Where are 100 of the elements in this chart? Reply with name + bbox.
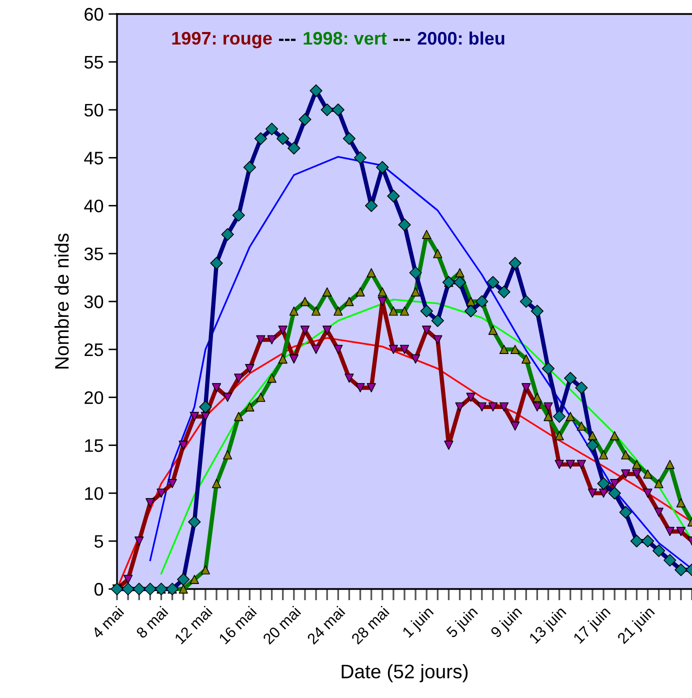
point — [610, 431, 620, 440]
point — [654, 478, 664, 488]
y-tick-label: 55 — [84, 56, 104, 69]
point — [477, 402, 486, 412]
point — [146, 498, 155, 508]
point — [455, 402, 464, 412]
point — [212, 383, 222, 392]
point — [643, 488, 652, 498]
text: 1997: rouge — [172, 32, 272, 48]
x-tick-label: 4 mai — [90, 606, 124, 640]
point — [289, 306, 299, 316]
point — [388, 344, 398, 354]
y-tick-label: 30 — [84, 295, 104, 308]
point — [300, 326, 310, 335]
point — [123, 574, 133, 584]
point — [544, 402, 553, 412]
point — [245, 402, 254, 412]
point — [532, 402, 542, 412]
y-tick-label: 20 — [84, 391, 104, 404]
point — [522, 354, 531, 364]
x-axis-title: Date (52 jours) — [342, 664, 468, 682]
y-tick-label: 10 — [85, 487, 104, 500]
point — [289, 354, 299, 364]
point — [488, 402, 498, 412]
x-tick-label: 16 mai — [218, 606, 257, 645]
point — [212, 478, 222, 488]
point — [256, 335, 266, 344]
point — [455, 268, 464, 278]
point — [356, 383, 365, 392]
point — [466, 392, 476, 402]
x-tick-label: 5 juin — [445, 606, 480, 640]
point — [422, 326, 432, 335]
point — [610, 478, 620, 488]
point — [499, 344, 509, 354]
point — [334, 344, 343, 354]
point — [433, 248, 442, 258]
point — [344, 374, 354, 383]
point — [544, 412, 553, 422]
point — [654, 508, 664, 517]
point — [643, 469, 652, 479]
point — [222, 450, 232, 460]
point — [554, 460, 564, 470]
point — [676, 526, 686, 536]
point — [378, 287, 387, 297]
x-tick-label: 8 mai — [135, 606, 168, 639]
point — [178, 584, 188, 594]
point — [598, 450, 608, 460]
point — [378, 296, 387, 306]
point — [267, 374, 276, 383]
point — [234, 374, 244, 383]
x-tick-label: 12 mai — [174, 606, 213, 645]
point — [334, 306, 343, 316]
point — [366, 383, 376, 392]
x-tick-label: 17 juin — [572, 606, 613, 646]
point — [422, 230, 432, 240]
x-tick-label: 9 juin — [490, 606, 524, 640]
point — [256, 392, 266, 402]
point — [322, 287, 332, 297]
y-tick-label: 40 — [84, 200, 104, 212]
point — [488, 326, 498, 335]
point — [200, 565, 210, 574]
point — [356, 287, 365, 297]
x-tick-label: 28 mai — [350, 606, 390, 645]
point — [510, 344, 520, 354]
point — [366, 268, 376, 278]
point — [588, 431, 598, 440]
point — [200, 412, 210, 422]
y-tick-label: 0 — [94, 582, 104, 596]
point — [168, 478, 177, 488]
point — [410, 287, 420, 297]
y-tick-label: 45 — [84, 152, 104, 164]
point — [245, 364, 254, 374]
point — [621, 469, 630, 479]
point — [222, 392, 232, 402]
point — [278, 354, 288, 364]
point — [665, 526, 674, 536]
text: 2000: bleu — [418, 31, 504, 45]
point — [344, 296, 354, 306]
point — [178, 440, 188, 450]
point — [576, 460, 586, 470]
point — [588, 488, 598, 498]
point — [322, 326, 332, 335]
point — [632, 469, 642, 479]
point — [190, 412, 199, 422]
point — [400, 306, 410, 316]
y-tick-label: 5 — [94, 535, 104, 548]
x-tick-label: 21 juin — [616, 606, 658, 646]
point — [156, 488, 166, 498]
point — [566, 412, 575, 422]
annotation: --- — [393, 38, 410, 41]
point — [234, 412, 244, 422]
point — [466, 296, 476, 306]
y-axis-title: Nombre de nids — [54, 234, 69, 369]
point — [190, 574, 199, 584]
point — [676, 498, 686, 508]
point — [300, 296, 310, 306]
point — [134, 536, 144, 546]
x-tick-label: 20 mai — [262, 606, 302, 645]
x-tick-label: 24 mai — [306, 606, 346, 645]
point — [554, 431, 564, 440]
